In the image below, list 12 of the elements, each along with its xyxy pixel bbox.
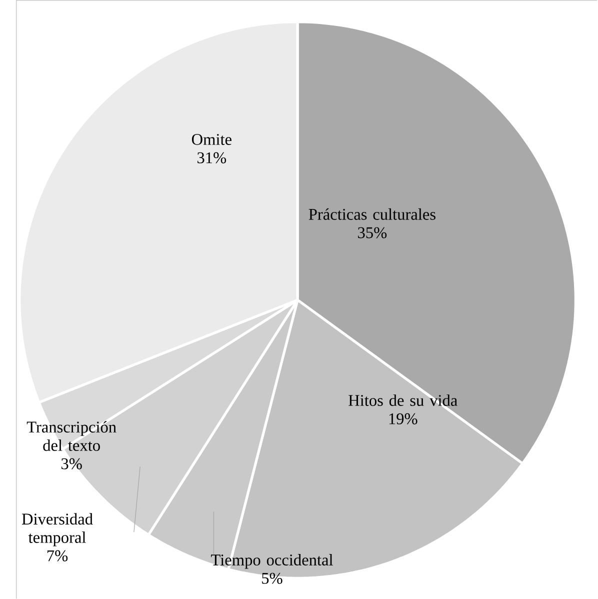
- slice-label: Tiempo occidental: [211, 554, 334, 569]
- data-label: 7%: [48, 550, 68, 562]
- slice-label: Transcripción del texto: [27, 421, 117, 451]
- slice-label: Diversidad temporal: [22, 513, 94, 546]
- data-label: 35%: [358, 227, 387, 238]
- data-label: 31%: [198, 152, 226, 164]
- data-label: 19%: [390, 413, 418, 424]
- data-label: 3%: [62, 458, 82, 470]
- slice-label: Omite: [192, 134, 232, 145]
- slice-label: Hitos de su vida: [348, 394, 458, 406]
- data-label: 5%: [262, 572, 283, 584]
- slice-label: Prácticas culturales: [309, 208, 436, 220]
